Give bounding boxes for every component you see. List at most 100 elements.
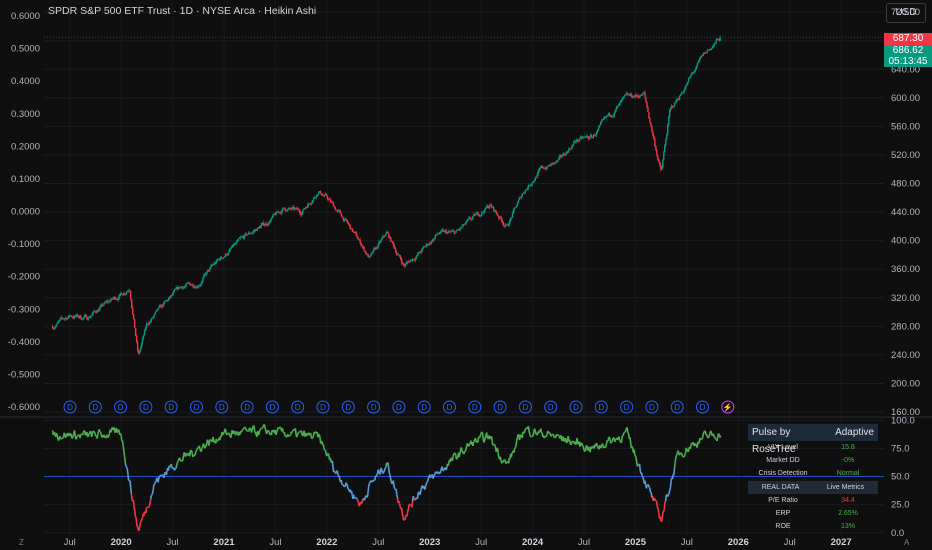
candle-body — [634, 95, 636, 98]
candle-body — [629, 93, 631, 96]
candle-body — [545, 168, 547, 170]
candle-body — [267, 222, 269, 226]
candle-body — [387, 231, 389, 234]
y-tick-label: 160.00 — [891, 407, 920, 418]
osc-segment — [75, 435, 79, 439]
candle-body — [252, 231, 255, 233]
osc-segment — [188, 450, 192, 457]
osc-segment — [241, 428, 244, 431]
corner-left[interactable]: Z — [19, 538, 24, 547]
candle-body — [217, 259, 219, 261]
candle-body — [566, 151, 568, 153]
candle-body — [547, 166, 549, 167]
candle-body — [536, 174, 538, 178]
candle-body — [82, 317, 84, 319]
candle-body — [253, 230, 256, 232]
candle-body — [266, 224, 268, 226]
candle-body — [473, 213, 475, 217]
candle-body — [160, 305, 163, 308]
candle-body — [264, 223, 266, 226]
candle-body — [410, 259, 413, 261]
candle-body — [596, 130, 599, 133]
candle-body — [366, 253, 368, 255]
candle-body — [653, 135, 655, 140]
x-tick-label: Jul — [269, 537, 281, 548]
candle-body — [78, 315, 80, 318]
candle-body — [183, 287, 185, 289]
candle-body — [224, 253, 227, 257]
candle-body — [339, 210, 342, 214]
osc-segment — [86, 431, 89, 437]
candle-body — [574, 141, 576, 142]
osc-segment — [125, 466, 129, 469]
left-tick-label: 0.0000 — [11, 207, 40, 218]
candle-body — [508, 221, 511, 226]
candle-body — [490, 205, 493, 208]
candle-body — [591, 137, 594, 139]
candle-body — [105, 301, 107, 303]
candle-body — [295, 207, 297, 209]
candle-body — [551, 162, 553, 165]
candle-body — [652, 131, 654, 136]
candle-body — [202, 278, 204, 282]
currency-button[interactable]: USD — [886, 3, 926, 23]
corner-right[interactable]: A — [904, 538, 910, 547]
candle-body — [72, 317, 75, 319]
osc-segment — [645, 485, 648, 489]
osc-segment — [114, 430, 117, 433]
candle-body — [155, 309, 158, 312]
candle-body — [611, 116, 614, 118]
candle-body — [450, 231, 452, 233]
x-tick-label: Jul — [64, 537, 76, 548]
candle-body — [417, 252, 420, 255]
osc-segment — [714, 436, 717, 440]
candle-body — [56, 322, 59, 324]
osc-segment — [420, 487, 423, 492]
event-markers: D D D D D D D D D D D D D D D D D D D D D D D D D D ⚡ — [63, 400, 735, 414]
candle-body — [527, 185, 529, 189]
osc-segment — [355, 497, 358, 500]
osc-segment — [158, 475, 161, 478]
candle-body — [647, 107, 649, 113]
candle-body — [280, 212, 282, 214]
candle-body — [229, 248, 232, 250]
osc-segment — [322, 444, 325, 450]
osc-segment — [126, 468, 129, 476]
candle-body — [347, 222, 349, 224]
osc-segment — [383, 467, 386, 471]
event-marker-label: D — [194, 403, 200, 412]
candle-body — [62, 318, 65, 320]
osc-segment — [646, 484, 649, 486]
osc-segment — [138, 522, 142, 528]
event-marker-special — [721, 400, 735, 414]
osc-segment — [481, 431, 484, 434]
osc-segment — [184, 453, 188, 457]
osc-segment — [221, 433, 225, 436]
candle-body — [219, 258, 221, 260]
osc-segment — [407, 504, 410, 509]
event-marker-label: D — [270, 403, 276, 412]
osc-segment — [139, 521, 142, 524]
candle-body — [600, 120, 603, 123]
candle-body — [528, 185, 530, 187]
candle-body — [529, 185, 531, 186]
candle-body — [305, 207, 307, 209]
osc-segment — [414, 497, 417, 501]
osc-segment — [254, 432, 258, 436]
event-marker — [88, 400, 102, 414]
osc-segment — [484, 435, 487, 438]
candle-body — [133, 319, 136, 328]
candle-body — [690, 73, 693, 76]
candle-body — [272, 214, 274, 217]
candle-body — [265, 223, 267, 225]
candle-body — [564, 154, 566, 156]
candle-body — [191, 284, 193, 286]
candle-body — [209, 268, 211, 271]
candle-body — [309, 203, 311, 205]
osc-segment — [389, 474, 392, 479]
left-tick-label: 0.3000 — [11, 109, 40, 120]
candle-body — [206, 271, 208, 275]
osc-segment — [302, 432, 305, 437]
candle-body — [218, 258, 220, 260]
